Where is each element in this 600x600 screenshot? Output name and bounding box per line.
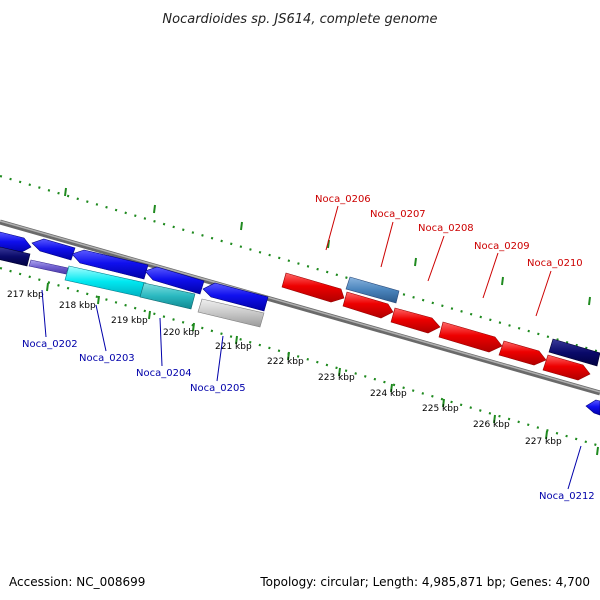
gene-label-noca-0202[interactable]: Noca_0202 (22, 339, 78, 350)
reverse-gene-labels: Noca_0202 Noca_0203 Noca_0204 Noca_0205 … (22, 289, 595, 502)
accession-text: Accession: NC_008699 (9, 575, 145, 589)
kbp-scale: 217 kbp 218 kbp 219 kbp 220 kbp 221 kbp … (7, 290, 562, 447)
forward-gene-labels: Noca_0206 Noca_0207 Noca_0208 Noca_0209 … (315, 194, 583, 317)
gene-arrow-blue-5[interactable] (585, 399, 600, 416)
genome-backbone (0, 219, 600, 396)
gene-arrow-noca-0212a[interactable] (542, 354, 591, 381)
gene-arrow-noca-0208[interactable] (342, 291, 394, 319)
kbp-label: 222 kbp (267, 357, 304, 367)
gene-arrow-blue-2[interactable] (71, 249, 149, 280)
gene-label-noca-0208[interactable]: Noca_0208 (418, 223, 474, 234)
gene-box-navy-left[interactable] (0, 246, 31, 267)
outer-tick-row (0, 174, 600, 354)
gene-label-noca-0204[interactable]: Noca_0204 (136, 368, 192, 379)
gene-arrow-noca-0211[interactable] (498, 340, 547, 366)
gene-label-noca-0203[interactable]: Noca_0203 (79, 353, 135, 364)
gene-label-noca-0206[interactable]: Noca_0206 (315, 194, 371, 205)
forward-strand-genes (0, 231, 600, 381)
kbp-label: 223 kbp (318, 373, 355, 383)
kbp-label: 226 kbp (473, 420, 510, 430)
gene-box-teal[interactable] (139, 282, 196, 310)
kbp-label: 220 kbp (163, 328, 200, 338)
gene-arrow-noca-0206[interactable] (281, 272, 345, 303)
kbp-label: 219 kbp (111, 316, 148, 326)
kbp-label: 218 kbp (59, 301, 96, 311)
gene-box-purple[interactable] (28, 259, 69, 275)
kbp-label: 225 kbp (422, 404, 459, 414)
map-title: Nocardioides sp. JS614, complete genome (162, 12, 437, 27)
genome-summary-text: Topology: circular; Length: 4,985,871 bp… (259, 575, 590, 589)
gene-arrow-noca-0201[interactable] (0, 231, 32, 254)
gene-arrow-blue-3[interactable] (144, 266, 205, 295)
inner-tick-row (0, 266, 600, 456)
gene-arrow-noca-0207[interactable] (345, 276, 400, 304)
gene-box-gray[interactable] (197, 298, 265, 328)
gene-box-navy[interactable] (548, 338, 600, 367)
gene-label-noca-0205[interactable]: Noca_0205 (190, 383, 246, 394)
gene-label-noca-0210[interactable]: Noca_0210 (527, 258, 583, 269)
kbp-label: 227 kbp (525, 437, 562, 447)
kbp-label: 224 kbp (370, 389, 407, 399)
gene-arrow-blue-4[interactable] (202, 282, 269, 312)
gene-label-noca-0209[interactable]: Noca_0209 (474, 241, 530, 252)
gene-label-noca-0207[interactable]: Noca_0207 (370, 209, 426, 220)
gene-arrow-noca-0210[interactable] (438, 321, 503, 353)
kbp-label: 217 kbp (7, 290, 44, 300)
kbp-label: 221 kbp (215, 342, 252, 352)
gene-label-noca-0212[interactable]: Noca_0212 (539, 491, 595, 502)
gene-arrow-blue-1[interactable] (31, 238, 76, 261)
reverse-strand-genes (0, 238, 600, 416)
gene-arrow-noca-0209[interactable] (390, 307, 441, 334)
